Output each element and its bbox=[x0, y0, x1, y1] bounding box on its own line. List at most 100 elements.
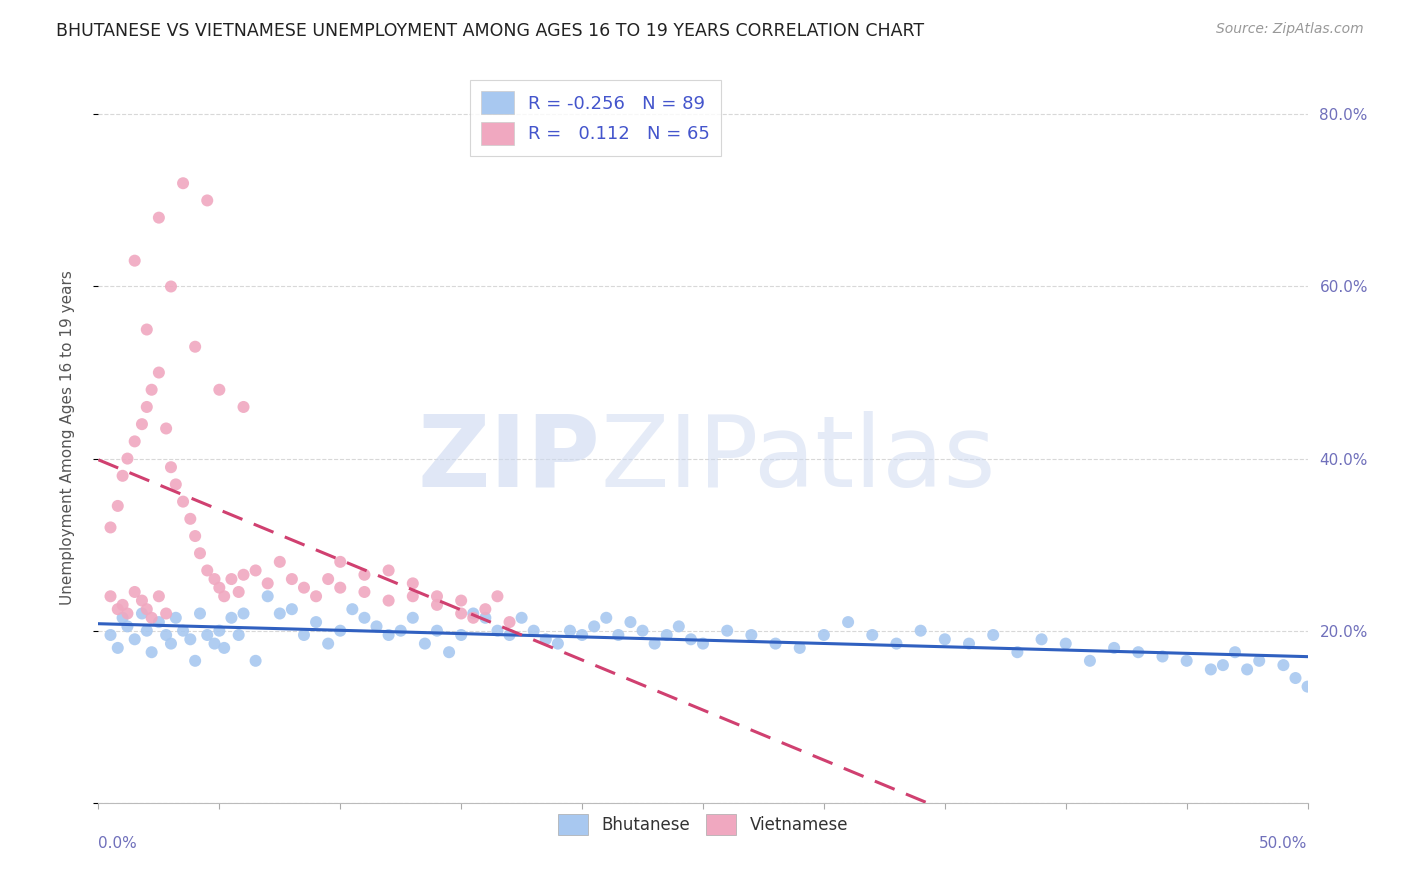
Point bbox=[165, 477, 187, 491]
Point bbox=[141, 383, 163, 397]
Text: 50.0%: 50.0% bbox=[1260, 836, 1308, 851]
Point bbox=[1007, 645, 1029, 659]
Point bbox=[329, 555, 352, 569]
Point bbox=[957, 637, 980, 651]
Point bbox=[450, 593, 472, 607]
Point bbox=[124, 632, 146, 647]
Point bbox=[245, 564, 267, 578]
Point bbox=[124, 434, 146, 449]
Point bbox=[1199, 662, 1222, 676]
Point bbox=[450, 628, 472, 642]
Point bbox=[148, 589, 170, 603]
Point bbox=[413, 637, 436, 651]
Point bbox=[135, 322, 157, 336]
Point bbox=[148, 211, 170, 225]
Point bbox=[450, 607, 472, 621]
Point bbox=[117, 607, 139, 621]
Point bbox=[141, 645, 163, 659]
Point bbox=[558, 624, 581, 638]
Point bbox=[765, 637, 787, 651]
Point bbox=[179, 632, 201, 647]
Point bbox=[402, 589, 425, 603]
Point bbox=[195, 628, 218, 642]
Point bbox=[1128, 645, 1150, 659]
Point bbox=[188, 546, 211, 560]
Point bbox=[195, 194, 218, 208]
Point bbox=[1236, 662, 1258, 676]
Point bbox=[426, 589, 449, 603]
Point bbox=[107, 499, 129, 513]
Point bbox=[111, 468, 134, 483]
Point bbox=[188, 607, 211, 621]
Point bbox=[179, 512, 201, 526]
Point bbox=[281, 572, 304, 586]
Point bbox=[292, 628, 315, 642]
Point bbox=[353, 567, 375, 582]
Point bbox=[232, 567, 254, 582]
Point bbox=[1284, 671, 1306, 685]
Point bbox=[619, 615, 641, 629]
Point bbox=[221, 572, 243, 586]
Point bbox=[474, 611, 496, 625]
Point bbox=[813, 628, 835, 642]
Point bbox=[208, 383, 231, 397]
Point bbox=[1272, 658, 1295, 673]
Point bbox=[1223, 645, 1246, 659]
Point bbox=[981, 628, 1004, 642]
Point bbox=[212, 640, 235, 655]
Point bbox=[232, 400, 254, 414]
Point bbox=[1054, 637, 1077, 651]
Point bbox=[377, 564, 399, 578]
Point bbox=[124, 253, 146, 268]
Point bbox=[148, 615, 170, 629]
Point bbox=[860, 628, 883, 642]
Point bbox=[184, 654, 207, 668]
Point bbox=[160, 460, 183, 475]
Point bbox=[1296, 680, 1319, 694]
Point bbox=[523, 624, 546, 638]
Point bbox=[631, 624, 654, 638]
Point bbox=[789, 640, 811, 655]
Point bbox=[107, 602, 129, 616]
Point bbox=[195, 564, 218, 578]
Point bbox=[595, 611, 617, 625]
Point bbox=[292, 581, 315, 595]
Point bbox=[571, 628, 593, 642]
Point bbox=[342, 602, 364, 616]
Point bbox=[886, 637, 908, 651]
Point bbox=[498, 615, 520, 629]
Point bbox=[510, 611, 533, 625]
Point bbox=[486, 624, 509, 638]
Point bbox=[269, 555, 291, 569]
Point bbox=[329, 581, 352, 595]
Text: BHUTANESE VS VIETNAMESE UNEMPLOYMENT AMONG AGES 16 TO 19 YEARS CORRELATION CHART: BHUTANESE VS VIETNAMESE UNEMPLOYMENT AMO… bbox=[56, 22, 924, 40]
Text: ZIP: ZIP bbox=[418, 410, 600, 508]
Point bbox=[131, 417, 153, 432]
Point bbox=[389, 624, 412, 638]
Point bbox=[204, 572, 226, 586]
Point bbox=[135, 602, 157, 616]
Point bbox=[100, 589, 122, 603]
Point bbox=[329, 624, 352, 638]
Point bbox=[305, 589, 328, 603]
Point bbox=[165, 611, 187, 625]
Point bbox=[607, 628, 630, 642]
Point bbox=[547, 637, 569, 651]
Point bbox=[256, 576, 278, 591]
Point bbox=[208, 624, 231, 638]
Point bbox=[131, 607, 153, 621]
Point bbox=[184, 340, 207, 354]
Point bbox=[353, 611, 375, 625]
Point bbox=[426, 624, 449, 638]
Point bbox=[155, 421, 177, 435]
Point bbox=[668, 619, 690, 633]
Point bbox=[155, 628, 177, 642]
Point bbox=[117, 451, 139, 466]
Point bbox=[740, 628, 762, 642]
Point bbox=[204, 637, 226, 651]
Point bbox=[245, 654, 267, 668]
Point bbox=[583, 619, 606, 633]
Point bbox=[837, 615, 859, 629]
Point bbox=[228, 628, 250, 642]
Point bbox=[366, 619, 388, 633]
